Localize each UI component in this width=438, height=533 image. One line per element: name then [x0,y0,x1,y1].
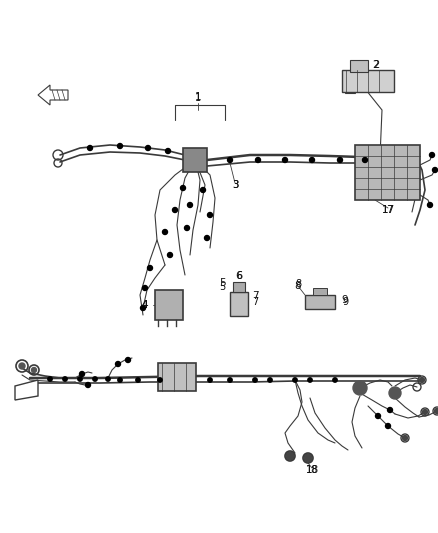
Circle shape [173,207,177,213]
Circle shape [283,157,287,163]
Circle shape [180,185,186,190]
Bar [313,288,327,295]
Circle shape [375,414,381,418]
Circle shape [106,377,110,381]
Polygon shape [15,380,38,400]
Circle shape [32,367,36,373]
Text: 6: 6 [236,271,242,281]
Circle shape [208,378,212,382]
Circle shape [148,265,152,271]
Circle shape [304,454,312,462]
Text: 7: 7 [252,291,258,301]
Text: 3: 3 [232,180,238,190]
Circle shape [201,188,205,192]
Bar [183,148,207,172]
Text: 9: 9 [342,297,348,307]
Circle shape [420,377,424,383]
Circle shape [308,378,312,382]
Bar [155,290,183,320]
Circle shape [118,378,122,382]
Circle shape [338,157,343,163]
Circle shape [430,152,434,157]
Bar [350,60,368,72]
Text: 18: 18 [306,465,318,475]
Circle shape [205,236,209,240]
Circle shape [48,377,52,381]
Text: 8: 8 [295,281,301,291]
Text: 9: 9 [342,295,348,305]
Circle shape [286,452,294,460]
Circle shape [78,377,82,381]
Circle shape [63,377,67,381]
Circle shape [141,305,145,311]
Circle shape [432,167,438,173]
Circle shape [88,146,92,150]
Text: 2: 2 [373,60,379,70]
Circle shape [162,230,167,235]
Circle shape [353,381,367,395]
Circle shape [403,435,407,440]
Circle shape [184,225,190,230]
Circle shape [85,383,91,387]
Text: 5: 5 [219,278,225,288]
Circle shape [142,286,148,290]
Text: 1: 1 [195,93,201,103]
Circle shape [19,363,25,369]
Circle shape [333,378,337,382]
Text: 2: 2 [373,60,379,70]
Bar [305,295,335,309]
Circle shape [268,378,272,382]
Text: 4: 4 [142,300,148,310]
Circle shape [80,372,85,376]
Circle shape [310,157,314,163]
Circle shape [388,408,392,413]
Circle shape [116,361,120,367]
Circle shape [208,213,212,217]
Bar [230,292,248,316]
Text: 17: 17 [381,205,395,215]
Text: 4: 4 [141,300,148,310]
Circle shape [93,377,97,381]
Circle shape [255,157,261,163]
Circle shape [423,409,427,415]
Bar [355,145,420,200]
Circle shape [167,253,173,257]
Circle shape [385,424,391,429]
Text: 17: 17 [382,205,394,215]
Bar [342,70,394,92]
Text: 18: 18 [305,465,318,475]
Circle shape [117,143,123,149]
Circle shape [363,157,367,163]
Circle shape [187,203,192,207]
Text: 5: 5 [219,282,225,292]
Bar [158,363,196,391]
Bar [233,282,245,292]
Polygon shape [38,85,68,105]
Circle shape [136,378,140,382]
Circle shape [434,408,438,414]
Circle shape [166,149,170,154]
Circle shape [427,203,432,207]
Text: 7: 7 [252,297,258,307]
Circle shape [228,378,232,382]
Circle shape [293,378,297,382]
Circle shape [145,146,151,150]
Text: 6: 6 [236,271,242,281]
Circle shape [389,387,401,399]
Circle shape [126,358,131,362]
Circle shape [227,157,233,163]
Text: 8: 8 [295,279,301,289]
Circle shape [158,378,162,382]
Text: 3: 3 [232,180,238,190]
Circle shape [253,378,257,382]
Text: 1: 1 [194,92,201,102]
